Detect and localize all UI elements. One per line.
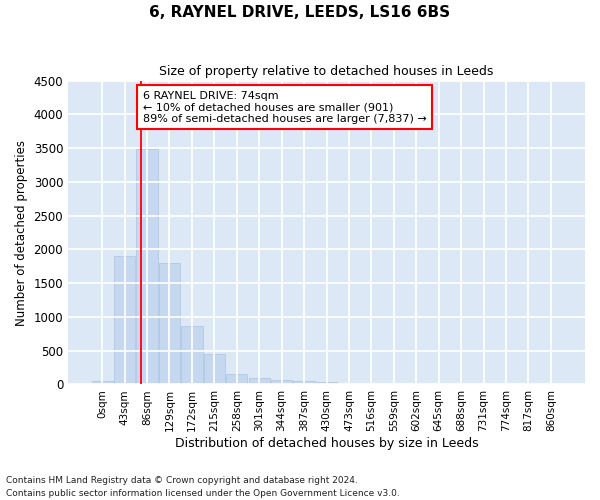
Bar <box>136 150 158 384</box>
Bar <box>226 374 247 384</box>
Y-axis label: Number of detached properties: Number of detached properties <box>15 140 28 326</box>
Bar <box>248 378 270 384</box>
Text: 6, RAYNEL DRIVE, LEEDS, LS16 6BS: 6, RAYNEL DRIVE, LEEDS, LS16 6BS <box>149 5 451 20</box>
Title: Size of property relative to detached houses in Leeds: Size of property relative to detached ho… <box>160 65 494 78</box>
Bar <box>204 354 225 384</box>
Bar <box>293 381 315 384</box>
Bar <box>92 381 113 384</box>
Bar <box>114 256 135 384</box>
Text: 6 RAYNEL DRIVE: 74sqm
← 10% of detached houses are smaller (901)
89% of semi-det: 6 RAYNEL DRIVE: 74sqm ← 10% of detached … <box>143 90 427 124</box>
Bar <box>271 380 292 384</box>
Bar <box>181 326 203 384</box>
X-axis label: Distribution of detached houses by size in Leeds: Distribution of detached houses by size … <box>175 437 478 450</box>
Bar <box>159 263 180 384</box>
Bar <box>316 382 337 384</box>
Text: Contains HM Land Registry data © Crown copyright and database right 2024.
Contai: Contains HM Land Registry data © Crown c… <box>6 476 400 498</box>
